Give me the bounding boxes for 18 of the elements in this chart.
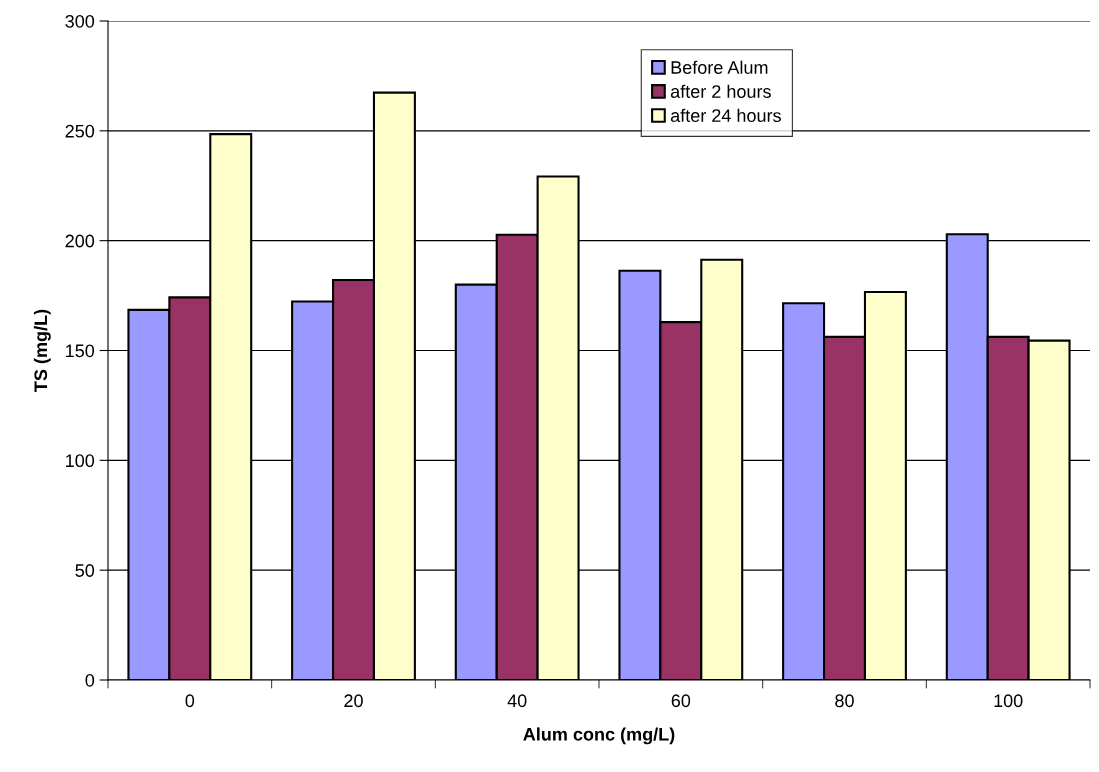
x-tick-label: 60 (671, 694, 691, 708)
y-tick-label: 250 (65, 124, 95, 138)
x-tick-label: 100 (994, 694, 1023, 708)
y-axis-title: TS (mg/L) (33, 309, 51, 392)
y-tick-label: 150 (66, 344, 95, 358)
y-tick-label: 50 (75, 564, 95, 577)
x-tick-label: 20 (344, 694, 363, 708)
legend-label: Before Alum (671, 60, 768, 74)
x-tick-label: 80 (835, 694, 854, 708)
legend-label: after 2 hours (670, 84, 771, 98)
y-tick-label: 200 (65, 234, 95, 248)
x-tick-label: 0 (185, 694, 195, 708)
y-tick-label: 0 (85, 673, 95, 687)
x-axis-title: Alum conc (mg/L) (523, 727, 675, 745)
y-tick-label: 100 (66, 454, 95, 468)
y-tick-label: 300 (65, 14, 95, 28)
legend-label: after 24 hours (670, 108, 781, 122)
x-tick-label: 40 (507, 694, 527, 708)
